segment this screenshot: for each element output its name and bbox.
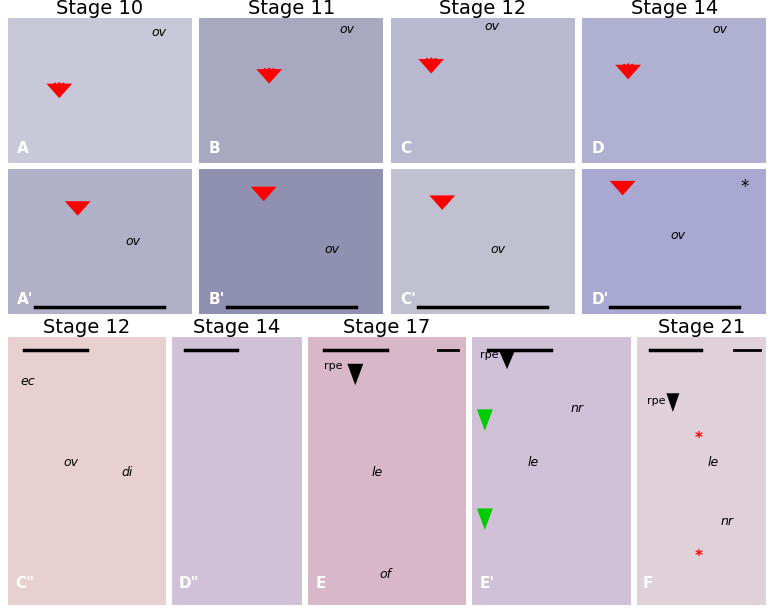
Text: ov: ov bbox=[490, 243, 505, 257]
Text: le: le bbox=[372, 466, 382, 479]
Polygon shape bbox=[666, 393, 680, 412]
Title: Stage 14: Stage 14 bbox=[194, 318, 281, 337]
Text: ov: ov bbox=[125, 235, 140, 247]
Text: C": C" bbox=[15, 577, 35, 591]
Polygon shape bbox=[348, 364, 363, 385]
Polygon shape bbox=[477, 409, 493, 431]
Text: nr: nr bbox=[721, 514, 734, 527]
Polygon shape bbox=[610, 181, 635, 196]
Text: D: D bbox=[591, 141, 604, 156]
Text: ov: ov bbox=[63, 456, 78, 469]
Text: *: * bbox=[695, 549, 703, 564]
Text: rpe: rpe bbox=[480, 351, 498, 360]
Text: ov: ov bbox=[670, 229, 686, 242]
Polygon shape bbox=[46, 84, 72, 98]
Polygon shape bbox=[256, 69, 282, 84]
Text: B': B' bbox=[208, 292, 224, 307]
Polygon shape bbox=[251, 187, 276, 201]
Text: ov: ov bbox=[339, 23, 354, 36]
Text: le: le bbox=[708, 456, 719, 469]
Title: Stage 17: Stage 17 bbox=[344, 318, 430, 337]
Title: Stage 10: Stage 10 bbox=[57, 0, 143, 18]
Text: ov: ov bbox=[485, 20, 499, 33]
Polygon shape bbox=[499, 350, 515, 369]
Text: *: * bbox=[695, 431, 703, 446]
Text: D": D" bbox=[179, 577, 199, 591]
Title: Stage 11: Stage 11 bbox=[248, 0, 335, 18]
Text: D': D' bbox=[591, 292, 608, 307]
Title: Stage 12: Stage 12 bbox=[439, 0, 526, 18]
Title: Stage 21: Stage 21 bbox=[658, 318, 745, 337]
Text: ov: ov bbox=[151, 26, 166, 38]
Text: di: di bbox=[122, 466, 133, 479]
Polygon shape bbox=[615, 65, 641, 79]
Text: C': C' bbox=[400, 292, 416, 307]
Text: le: le bbox=[528, 456, 539, 469]
Title: Stage 12: Stage 12 bbox=[43, 318, 131, 337]
Text: rpe: rpe bbox=[324, 361, 342, 371]
Text: C: C bbox=[400, 141, 411, 156]
Text: of: of bbox=[379, 568, 391, 581]
Text: E': E' bbox=[480, 577, 495, 591]
Text: nr: nr bbox=[570, 402, 584, 415]
Text: E: E bbox=[316, 577, 326, 591]
Polygon shape bbox=[65, 201, 91, 216]
Text: F: F bbox=[643, 577, 653, 591]
Text: rpe: rpe bbox=[647, 396, 666, 406]
Title: Stage 14: Stage 14 bbox=[631, 0, 717, 18]
Text: *: * bbox=[740, 178, 748, 196]
Text: ov: ov bbox=[713, 23, 728, 36]
Text: A: A bbox=[17, 141, 29, 156]
Text: A': A' bbox=[17, 292, 33, 307]
Text: ec: ec bbox=[20, 375, 35, 388]
Text: ov: ov bbox=[324, 243, 339, 257]
Polygon shape bbox=[430, 196, 455, 210]
Polygon shape bbox=[477, 508, 493, 530]
Polygon shape bbox=[418, 59, 444, 73]
Text: B: B bbox=[208, 141, 220, 156]
